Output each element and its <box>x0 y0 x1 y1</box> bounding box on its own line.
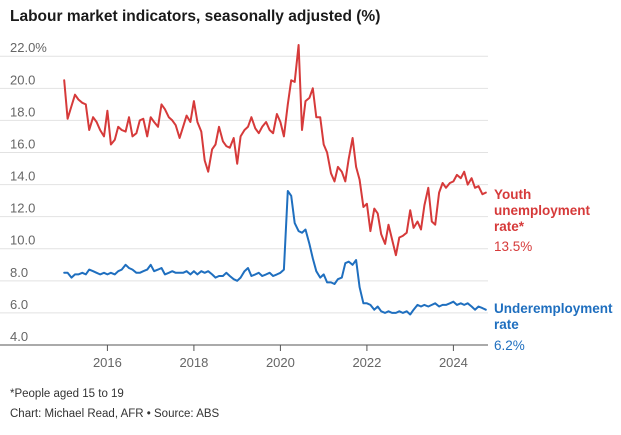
series-lines <box>63 44 487 316</box>
y-tick-label: 12.0 <box>10 201 35 216</box>
y-tick-label: 18.0 <box>10 104 35 119</box>
x-tick-label: 2020 <box>266 355 295 370</box>
grid-lines <box>0 55 488 346</box>
y-axis-ticks: 4.0 6.0 8.0 10.0 12.0 14.0 16.0 18.0 20.0 22.0% <box>10 40 47 344</box>
under-series-value: 6.2% <box>494 338 525 353</box>
y-tick-label: 14.0 <box>10 169 35 184</box>
youth-series-value: 13.5% <box>494 239 533 254</box>
x-tick-label: 2018 <box>179 355 208 370</box>
y-tick-label: 6.0 <box>10 297 28 312</box>
chart-title: Labour market indicators, seasonally adj… <box>10 8 381 25</box>
credit-line: Chart: Michael Read, AFR • Source: ABS <box>10 408 220 420</box>
y-tick-label: 20.0 <box>10 72 35 87</box>
y-tick-label: 4.0 <box>10 329 28 344</box>
x-tick-label: 2024 <box>439 355 468 370</box>
youth-unemployment-line <box>63 44 487 257</box>
y-tick-label: 8.0 <box>10 265 28 280</box>
y-tick-label: 22.0% <box>10 40 47 55</box>
x-tick-label: 2016 <box>93 355 122 370</box>
footnote: *People aged 15 to 19 <box>10 388 124 400</box>
underemployment-line <box>63 190 487 316</box>
x-tick-label: 2022 <box>352 355 381 370</box>
x-axis-ticks: 2016 2018 2020 2022 2024 <box>93 345 468 370</box>
under-series-label: Underemployment rate <box>494 301 613 332</box>
y-tick-label: 10.0 <box>10 233 35 248</box>
y-tick-label: 16.0 <box>10 136 35 151</box>
youth-series-label: Youth unemployment rate* <box>494 187 591 234</box>
